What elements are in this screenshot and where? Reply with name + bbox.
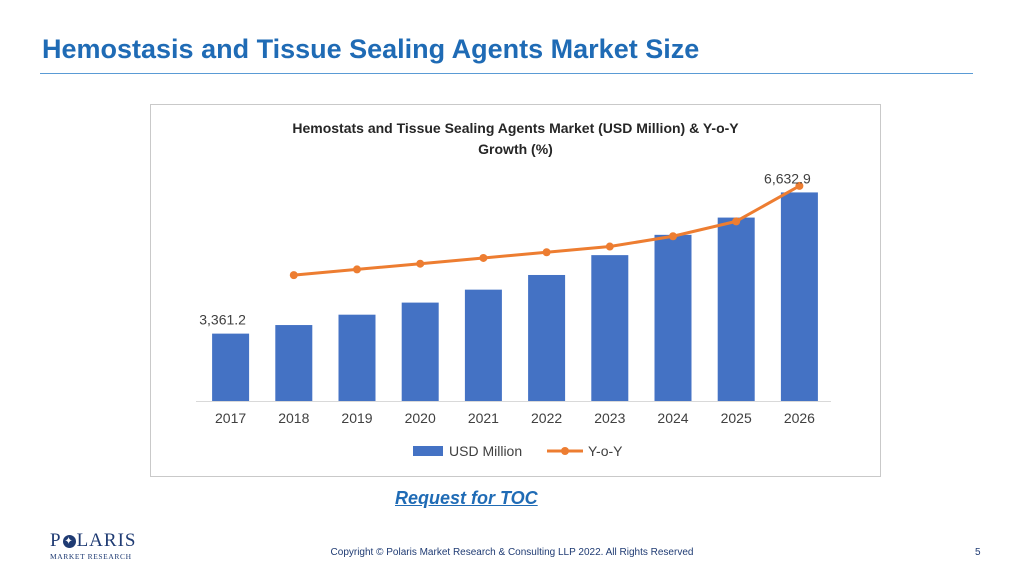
bar-2024 xyxy=(654,234,692,401)
bar-2025 xyxy=(717,217,755,401)
bar-2017 xyxy=(212,333,250,401)
x-tick-label: 2023 xyxy=(594,410,625,426)
bar-2018 xyxy=(275,325,313,401)
yoy-point-2026 xyxy=(795,181,804,190)
request-toc-link[interactable]: Request for TOC xyxy=(395,488,538,508)
bar-2023 xyxy=(591,255,629,401)
bar-2021 xyxy=(464,289,502,401)
yoy-point-2022 xyxy=(542,248,551,257)
x-tick-label: 2020 xyxy=(405,410,436,426)
logo-wordmark: P ✦ LARIS xyxy=(50,530,137,551)
yoy-point-2025 xyxy=(732,217,741,226)
chart-title: Hemostats and Tissue Sealing Agents Mark… xyxy=(151,118,880,160)
copyright-text: Copyright © Polaris Market Research & Co… xyxy=(330,547,694,558)
x-tick-label: 2025 xyxy=(721,410,752,426)
legend-label-yoy: Y-o-Y xyxy=(588,443,623,459)
chart-title-line-2: Growth (%) xyxy=(478,141,553,157)
yoy-point-2023 xyxy=(605,242,614,251)
x-tick-label: 2017 xyxy=(215,410,246,426)
x-tick-label: 2019 xyxy=(341,410,372,426)
data-label: 6,632.9 xyxy=(764,170,811,186)
bar-2026 xyxy=(780,192,818,401)
data-label: 3,361.2 xyxy=(199,312,246,328)
x-tick-label: 2018 xyxy=(278,410,309,426)
market-chart: 2017 2018 2019 2020 2021 2022 2023 2024 2025 2026… xyxy=(196,170,831,459)
legend-bar-swatch xyxy=(413,446,443,456)
x-tick-label: 2026 xyxy=(784,410,815,426)
slide-title: Hemostasis and Tissue Sealing Agents Mar… xyxy=(42,34,700,64)
title-divider xyxy=(40,73,973,74)
yoy-point-2020 xyxy=(416,259,425,268)
yoy-point-2021 xyxy=(479,253,488,262)
chart-frame: Hemostats and Tissue Sealing Agents Mark… xyxy=(150,104,881,477)
bar-2022 xyxy=(528,274,566,401)
star-icon: ✦ xyxy=(62,535,76,548)
page-number: 5 xyxy=(975,547,981,558)
legend-label-usd-million: USD Million xyxy=(449,443,522,459)
logo-subtitle: MARKET RESEARCH xyxy=(50,552,132,561)
bar-2020 xyxy=(401,302,439,401)
yoy-point-2019 xyxy=(353,265,361,274)
yoy-point-2024 xyxy=(669,232,677,241)
chart-title-line-1: Hemostats and Tissue Sealing Agents Mark… xyxy=(292,120,739,136)
x-tick-label: 2021 xyxy=(468,410,499,426)
yoy-point-2018 xyxy=(289,271,298,280)
polaris-logo: P ✦ LARIS MARKET RESEARCH xyxy=(50,530,140,564)
x-tick-label: 2024 xyxy=(657,410,688,426)
legend-line-marker xyxy=(561,447,569,455)
x-tick-label: 2022 xyxy=(531,410,562,426)
bar-2019 xyxy=(338,314,376,401)
